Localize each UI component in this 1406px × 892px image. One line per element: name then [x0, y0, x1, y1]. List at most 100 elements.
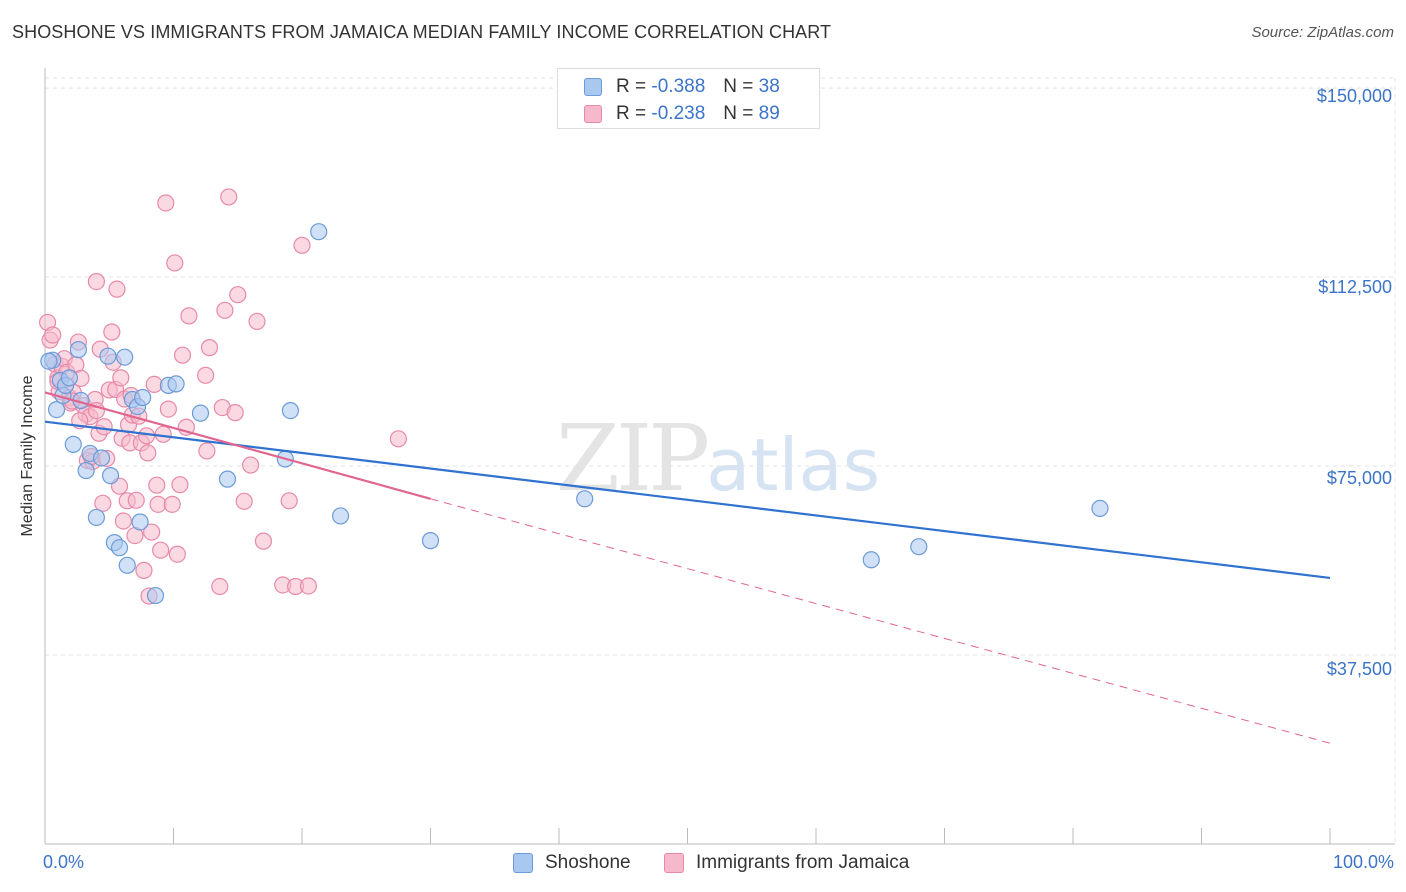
jamaica-point: [211, 577, 229, 596]
shoshone-point: [99, 347, 117, 365]
shoshone-swatch: [584, 78, 602, 96]
legend-label-shoshone: Shoshone: [545, 852, 631, 873]
shoshone-point: [60, 369, 79, 387]
source-label[interactable]: Source: ZipAtlas.com: [1251, 24, 1394, 41]
axes: [44, 68, 1395, 845]
stats-legend: R = -0.388 N = 38 R = -0.238 N = 89: [557, 68, 820, 129]
jamaica-point: [280, 492, 298, 510]
jamaica-point: [94, 494, 112, 512]
jamaica-point: [166, 254, 184, 272]
shoshone-point: [87, 508, 106, 527]
jamaica-point: [248, 312, 266, 331]
jamaica-point: [157, 194, 175, 212]
jamaica-point: [389, 430, 407, 448]
y-tick-label-150000: $150,000: [1316, 86, 1392, 106]
jamaica-trend-extension: [430, 498, 1331, 744]
shoshone-point: [191, 404, 210, 422]
shoshone-point: [116, 348, 134, 366]
shoshone-point: [92, 449, 111, 467]
y-tick-label-75000: $75,000: [1326, 468, 1392, 488]
chart-title: SHOSHONE VS IMMIGRANTS FROM JAMAICA MEDI…: [12, 22, 832, 42]
series-legend: Shoshone Immigrants from Jamaica: [0, 852, 1406, 876]
shoshone-points: [40, 223, 1109, 605]
shoshone-point: [331, 507, 350, 525]
jamaica-point: [108, 280, 126, 298]
stats-row-jamaica: R = -0.238 N = 89: [584, 103, 780, 125]
shoshone-point: [64, 435, 82, 453]
shoshone-point: [101, 467, 120, 485]
shoshone-point: [576, 490, 594, 508]
jamaica-point: [112, 369, 130, 387]
shoshone-point: [134, 388, 152, 407]
jamaica-point: [95, 418, 113, 436]
shoshone-point: [910, 538, 928, 556]
jamaica-point: [197, 366, 215, 384]
shoshone-swatch: [513, 853, 533, 873]
shoshone-point: [40, 352, 58, 370]
shoshone-point: [118, 556, 136, 574]
shoshone-point: [218, 470, 237, 488]
jamaica-swatch: [584, 105, 602, 123]
jamaica-point: [198, 442, 216, 460]
n-label: N =: [723, 76, 754, 97]
legend-item-jamaica[interactable]: Immigrants from Jamaica: [664, 852, 909, 874]
shoshone-point: [110, 539, 129, 557]
shoshone-point: [281, 402, 300, 420]
r-value: -0.388: [651, 76, 706, 97]
shoshone-point: [1091, 499, 1109, 517]
jamaica-point: [44, 326, 62, 344]
jamaica-point: [87, 272, 106, 291]
shoshone-point: [131, 513, 149, 531]
n-value: 38: [758, 76, 780, 97]
stats-row-shoshone: R = -0.388 N = 38: [584, 76, 780, 98]
watermark-atlas: atlas: [706, 423, 881, 507]
jamaica-point: [226, 404, 244, 422]
jamaica-trend-line: [44, 391, 431, 500]
jamaica-point: [242, 456, 260, 474]
jamaica-point: [254, 532, 273, 550]
n-value: 89: [758, 103, 780, 124]
jamaica-point: [168, 545, 186, 563]
jamaica-point: [200, 339, 219, 357]
trend-lines: [44, 391, 1331, 744]
x-tick-label-min: 0.0%: [43, 852, 85, 872]
y-tick-label-37500: $37,500: [1326, 659, 1392, 679]
jamaica-point: [135, 561, 153, 579]
jamaica-point: [180, 307, 198, 325]
jamaica-point: [103, 323, 121, 341]
shoshone-point: [862, 551, 880, 569]
jamaica-point: [229, 286, 247, 304]
r-label: R =: [616, 103, 647, 124]
y-tick-label-112500: $112,500: [1318, 277, 1392, 297]
jamaica-point: [163, 495, 181, 513]
shoshone-point: [77, 461, 95, 480]
legend-item-shoshone[interactable]: Shoshone: [513, 852, 631, 874]
r-label: R =: [616, 76, 647, 97]
legend-label-jamaica: Immigrants from Jamaica: [696, 852, 910, 873]
jamaica-points: [38, 188, 407, 605]
jamaica-point: [173, 346, 192, 364]
jamaica-point: [148, 476, 166, 494]
jamaica-point: [220, 188, 238, 206]
jamaica-point: [139, 444, 157, 462]
jamaica-swatch: [664, 853, 684, 873]
shoshone-point: [146, 586, 165, 605]
jamaica-point: [127, 491, 145, 509]
jamaica-point: [293, 236, 311, 254]
shoshone-point: [421, 532, 440, 550]
jamaica-point: [299, 577, 318, 595]
jamaica-point: [235, 492, 253, 510]
shoshone-point: [47, 400, 66, 419]
r-value: -0.238: [651, 103, 706, 124]
shoshone-point: [167, 375, 185, 393]
jamaica-point: [171, 476, 189, 494]
jamaica-point: [114, 512, 132, 530]
shoshone-point: [310, 223, 328, 241]
shoshone-point: [69, 341, 88, 359]
jamaica-point: [159, 400, 177, 418]
jamaica-point: [216, 301, 234, 319]
x-tick-label-max: 100.0%: [1332, 852, 1394, 872]
jamaica-point: [152, 541, 170, 559]
jamaica-point: [143, 523, 161, 541]
